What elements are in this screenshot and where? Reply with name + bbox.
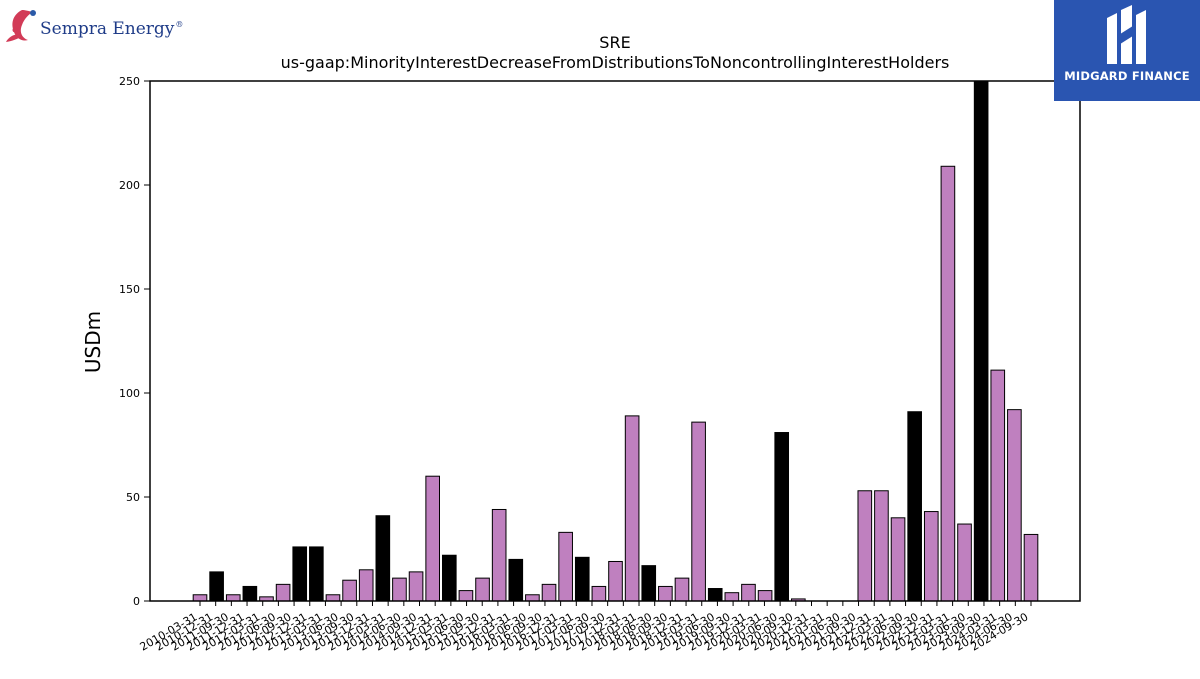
bar bbox=[358, 569, 374, 602]
y-tick-label: 250 bbox=[119, 75, 140, 88]
y-tick-label: 200 bbox=[119, 179, 140, 192]
bar bbox=[292, 546, 308, 602]
bar bbox=[890, 517, 906, 602]
y-tick-label: 0 bbox=[133, 595, 140, 608]
bars-layer bbox=[192, 80, 1039, 602]
bar bbox=[707, 588, 723, 602]
bar bbox=[1023, 533, 1039, 602]
bar bbox=[508, 558, 524, 602]
bar bbox=[608, 560, 623, 602]
bar bbox=[574, 556, 590, 602]
bar bbox=[491, 508, 507, 602]
bar bbox=[375, 515, 391, 602]
bar bbox=[475, 577, 490, 602]
bar bbox=[691, 421, 706, 602]
bar bbox=[741, 583, 756, 602]
bar bbox=[973, 80, 989, 602]
bar bbox=[591, 585, 607, 602]
bar bbox=[541, 583, 557, 602]
plot-frame bbox=[149, 80, 1081, 602]
bar bbox=[392, 577, 407, 602]
bar bbox=[342, 579, 357, 602]
bar bbox=[225, 594, 241, 602]
bar bbox=[774, 432, 790, 602]
bar bbox=[957, 523, 972, 602]
bar bbox=[874, 490, 889, 602]
bar bbox=[674, 577, 690, 602]
bar bbox=[1007, 409, 1022, 602]
chart-title: SRE bbox=[599, 33, 630, 52]
bar bbox=[990, 369, 1006, 602]
bar bbox=[192, 594, 208, 602]
sempra-energy-logo-text: Sempra Energy® bbox=[40, 19, 183, 39]
y-tick-label: 50 bbox=[126, 491, 140, 504]
sempra-energy-logo: Sempra Energy® bbox=[4, 4, 194, 48]
bar bbox=[441, 554, 457, 602]
bar bbox=[458, 590, 474, 602]
bar bbox=[558, 531, 573, 602]
bar bbox=[857, 490, 873, 602]
y-axis-label: USDm bbox=[81, 311, 105, 373]
bar bbox=[525, 594, 540, 602]
bar bbox=[724, 592, 740, 602]
chart-subtitle: us-gaap:MinorityInterestDecreaseFromDist… bbox=[281, 53, 950, 72]
bar bbox=[309, 546, 324, 602]
bar bbox=[209, 571, 224, 602]
bar bbox=[242, 585, 258, 602]
bar bbox=[923, 511, 939, 602]
ticks-layer: 0501001502002502010-03-312010-12-312011-… bbox=[119, 75, 1032, 654]
bar bbox=[641, 565, 657, 602]
bar bbox=[408, 571, 424, 602]
left-logo-registered-mark: ® bbox=[175, 20, 184, 30]
bar bbox=[425, 475, 440, 602]
bar bbox=[275, 583, 291, 602]
sempra-flame-icon bbox=[6, 10, 36, 42]
y-tick-label: 100 bbox=[119, 387, 140, 400]
left-logo-text: Sempra Energy bbox=[40, 19, 175, 39]
bar bbox=[658, 585, 673, 602]
midgard-finance-logo-text: MIDGARD FINANCE bbox=[1064, 69, 1190, 83]
bar bbox=[907, 411, 922, 602]
bar bbox=[757, 590, 773, 602]
midgard-finance-logo: MIDGARD FINANCE bbox=[1054, 0, 1200, 101]
bar bbox=[940, 165, 956, 602]
bar bbox=[325, 594, 341, 602]
y-tick-label: 150 bbox=[119, 283, 140, 296]
bar bbox=[624, 415, 640, 602]
midgard-mark-icon bbox=[1107, 5, 1146, 64]
